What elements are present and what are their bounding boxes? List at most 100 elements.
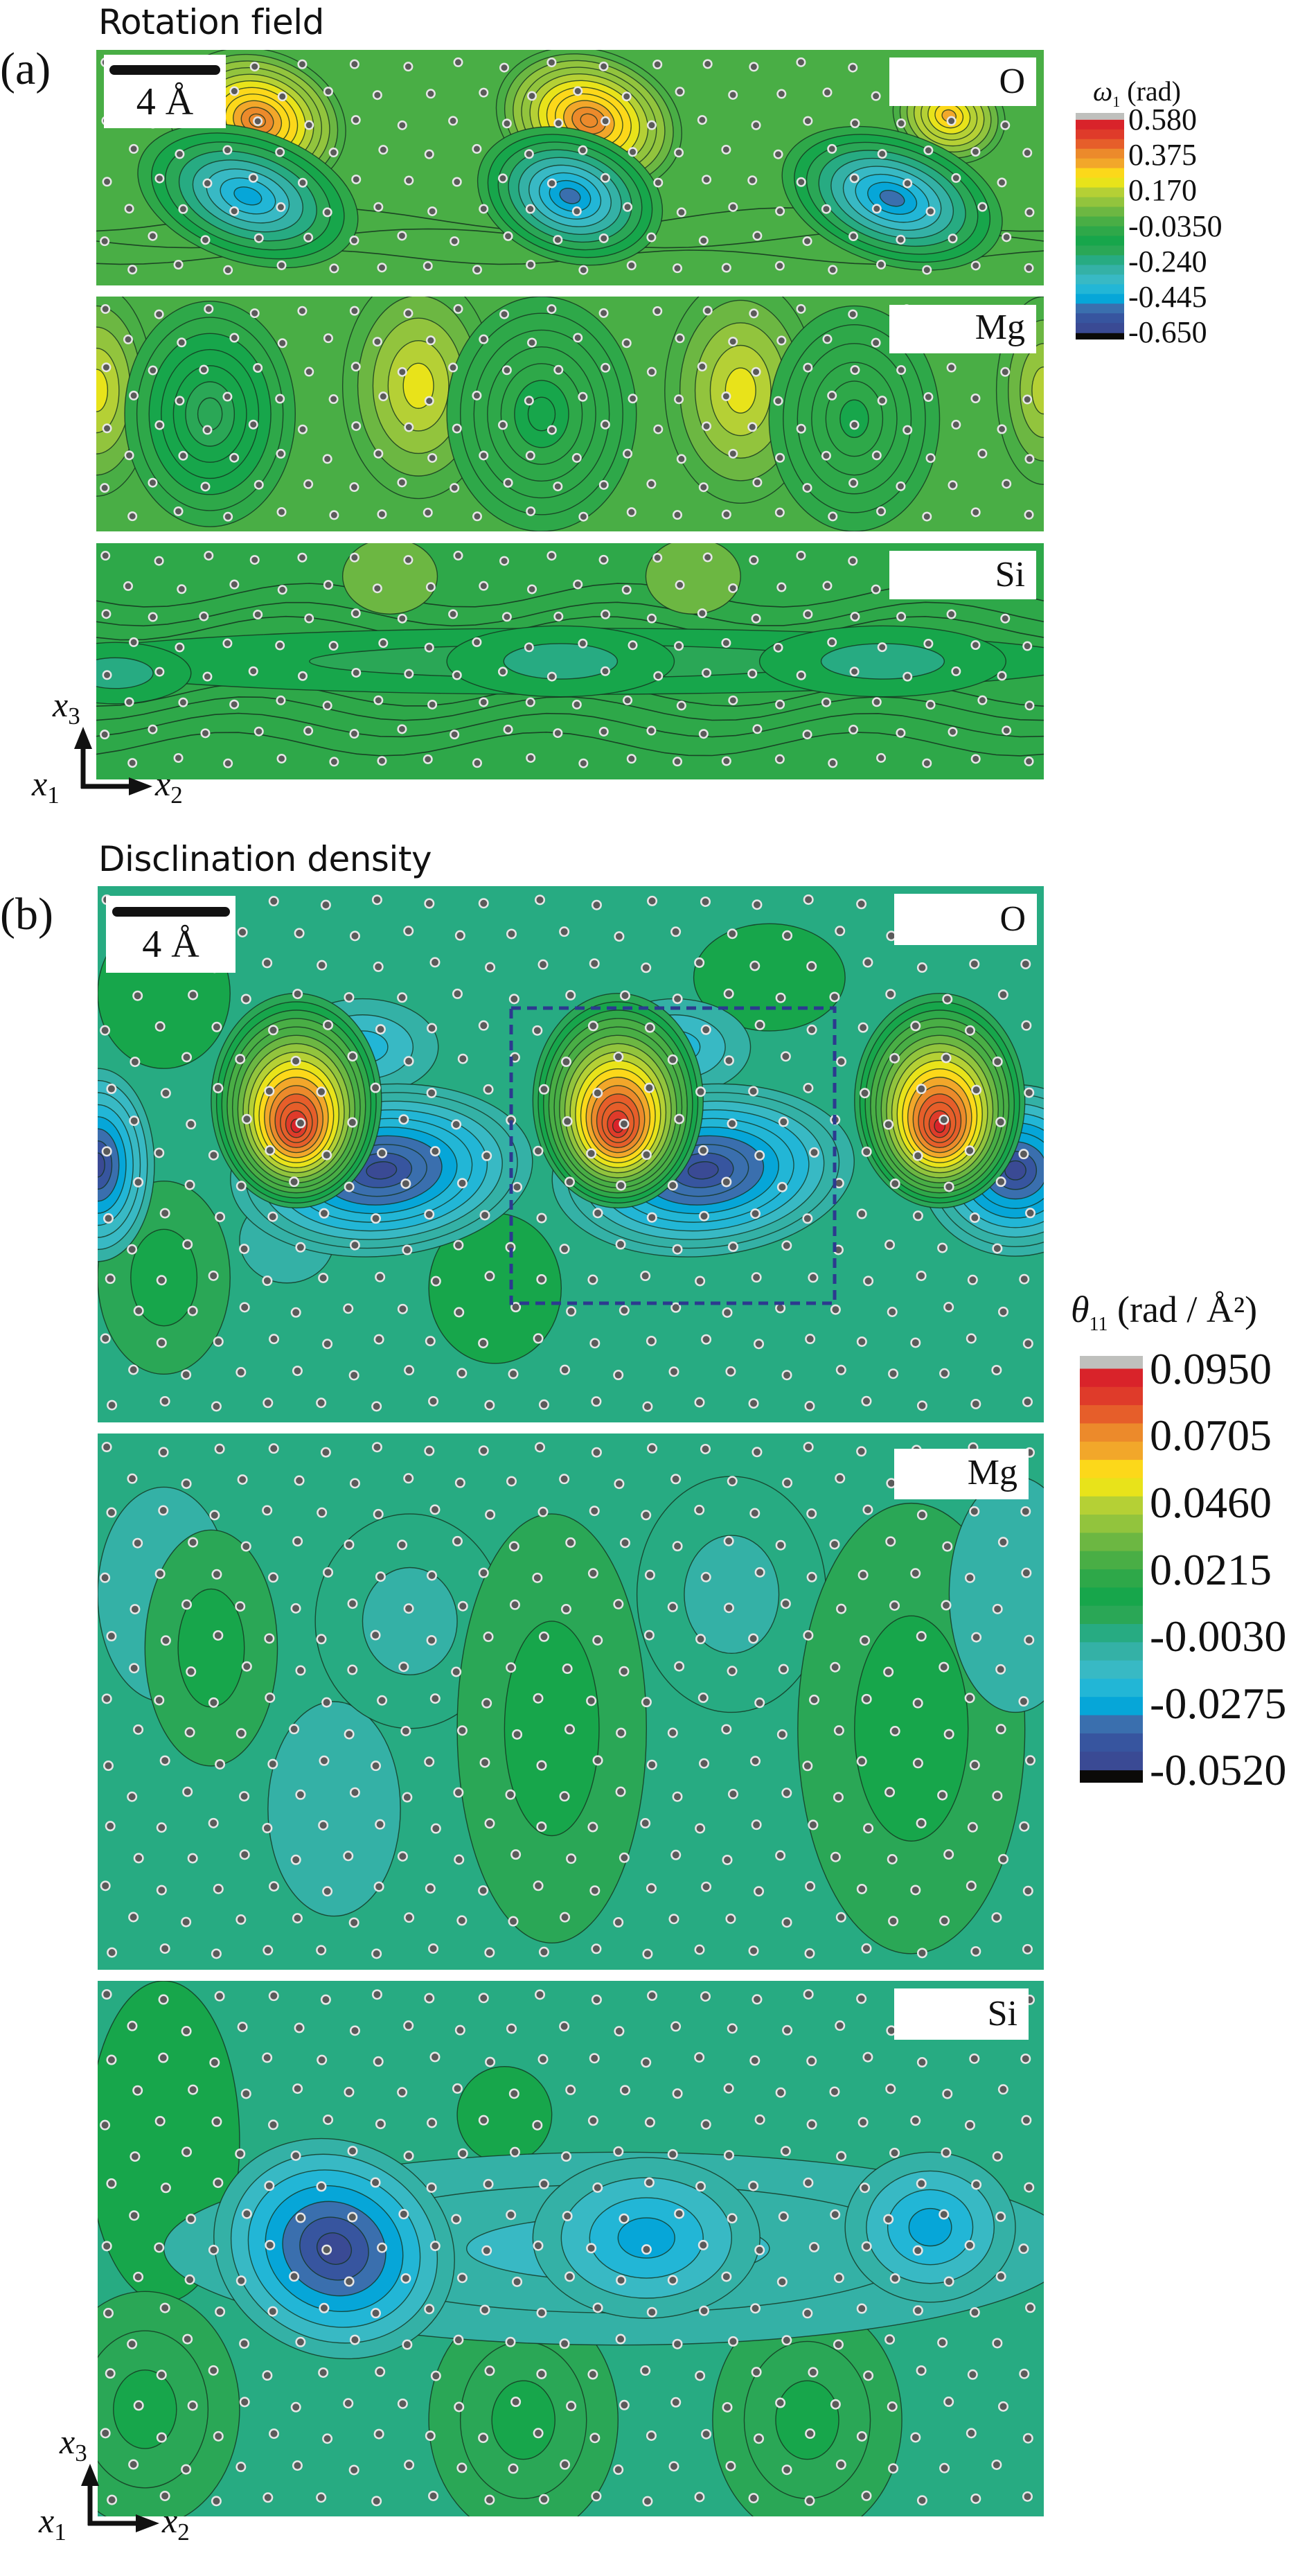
atom — [452, 1121, 460, 1129]
panel-a-colorbar-unit: (rad) — [1127, 76, 1181, 107]
atom — [507, 2211, 515, 2218]
atom — [729, 450, 736, 457]
atom — [648, 481, 655, 488]
atom — [373, 1991, 381, 1998]
atom — [873, 339, 880, 346]
atom — [755, 2435, 763, 2442]
atom — [349, 2147, 357, 2155]
atom — [473, 145, 480, 152]
panel-b-o-feature — [532, 993, 704, 1209]
atom — [756, 1152, 763, 1159]
atom — [642, 964, 650, 971]
atom — [1002, 122, 1008, 129]
atom — [939, 2339, 946, 2347]
atom — [994, 2153, 1002, 2160]
atom — [630, 148, 637, 155]
atom — [696, 1277, 704, 1285]
atom — [299, 61, 305, 68]
atom — [426, 644, 433, 651]
colorbar-swatch — [1080, 1405, 1143, 1424]
atom — [997, 2273, 1005, 2280]
atom — [617, 2336, 625, 2343]
atom — [323, 1887, 331, 1895]
atom — [630, 642, 637, 649]
colorbar-swatch — [1080, 1533, 1143, 1552]
atom — [675, 396, 682, 403]
atom — [483, 1700, 490, 1707]
atom — [324, 702, 331, 709]
atom — [510, 2090, 518, 2097]
atom — [320, 2304, 328, 2312]
atom — [952, 421, 959, 428]
atom — [752, 2304, 759, 2312]
atom — [753, 615, 760, 622]
atom — [350, 237, 357, 244]
atom — [161, 1397, 169, 1405]
panel-a-si-contour-line — [96, 615, 1044, 641]
atom — [135, 1854, 143, 1862]
colorbar-swatch — [1076, 236, 1124, 247]
atom — [674, 2090, 682, 2097]
atom — [486, 1402, 493, 1409]
panel-b-si-contour-level — [316, 2232, 353, 2265]
colorbar-under-cap — [1076, 333, 1124, 339]
panel-a-mg-contour-level — [197, 397, 223, 431]
atom — [377, 1573, 384, 1580]
atom — [725, 990, 733, 998]
atom — [1024, 1340, 1032, 1348]
atom — [231, 581, 238, 588]
atom — [849, 558, 856, 565]
atom — [277, 697, 284, 704]
atom — [540, 1086, 548, 1093]
atom — [775, 644, 782, 651]
atom — [179, 699, 186, 706]
panel-a-si-contour-line — [96, 583, 1044, 608]
atom — [324, 1021, 332, 1029]
panel-b-mg-contours — [98, 1433, 1044, 1970]
panel-a-scale-bar-label: 4 Å — [136, 80, 194, 123]
atom — [454, 425, 461, 432]
atom — [256, 728, 263, 735]
atom — [134, 2087, 141, 2094]
colorbar-swatch — [1080, 1386, 1143, 1406]
atom — [943, 2090, 951, 2098]
atom — [724, 1309, 731, 1316]
panel-b-o-contour-level — [98, 1152, 105, 1178]
atom — [914, 1759, 922, 1767]
atom — [205, 552, 212, 559]
atom — [602, 175, 609, 182]
atom — [561, 1914, 569, 1921]
atom — [200, 367, 207, 373]
atom — [966, 1027, 974, 1034]
atom — [277, 204, 284, 211]
atom — [806, 1950, 813, 1957]
atom — [175, 261, 182, 268]
atom — [970, 960, 978, 968]
atom — [294, 2085, 301, 2092]
atom — [873, 205, 880, 212]
atom — [968, 1882, 975, 1889]
atom — [837, 2461, 845, 2469]
x3-axis-label-subscript: 3 — [75, 2440, 87, 2467]
atom — [160, 1995, 168, 2003]
atom — [804, 364, 811, 371]
atom — [325, 581, 332, 588]
atom — [878, 755, 884, 761]
atom — [205, 306, 212, 312]
atom — [829, 513, 836, 520]
atom — [972, 1948, 979, 1955]
atom — [405, 177, 412, 184]
atom — [345, 994, 353, 1001]
atom — [851, 613, 858, 620]
atom — [783, 1789, 790, 1797]
atom — [837, 2153, 845, 2160]
atom — [564, 1118, 571, 1125]
atom — [889, 2403, 896, 2410]
atom — [898, 367, 905, 373]
panel-b-si-atoms — [100, 1988, 1036, 2507]
atom — [486, 964, 494, 971]
atom — [969, 1276, 977, 1284]
atom — [806, 2430, 814, 2437]
atom — [589, 2117, 597, 2124]
atom — [998, 425, 1005, 432]
